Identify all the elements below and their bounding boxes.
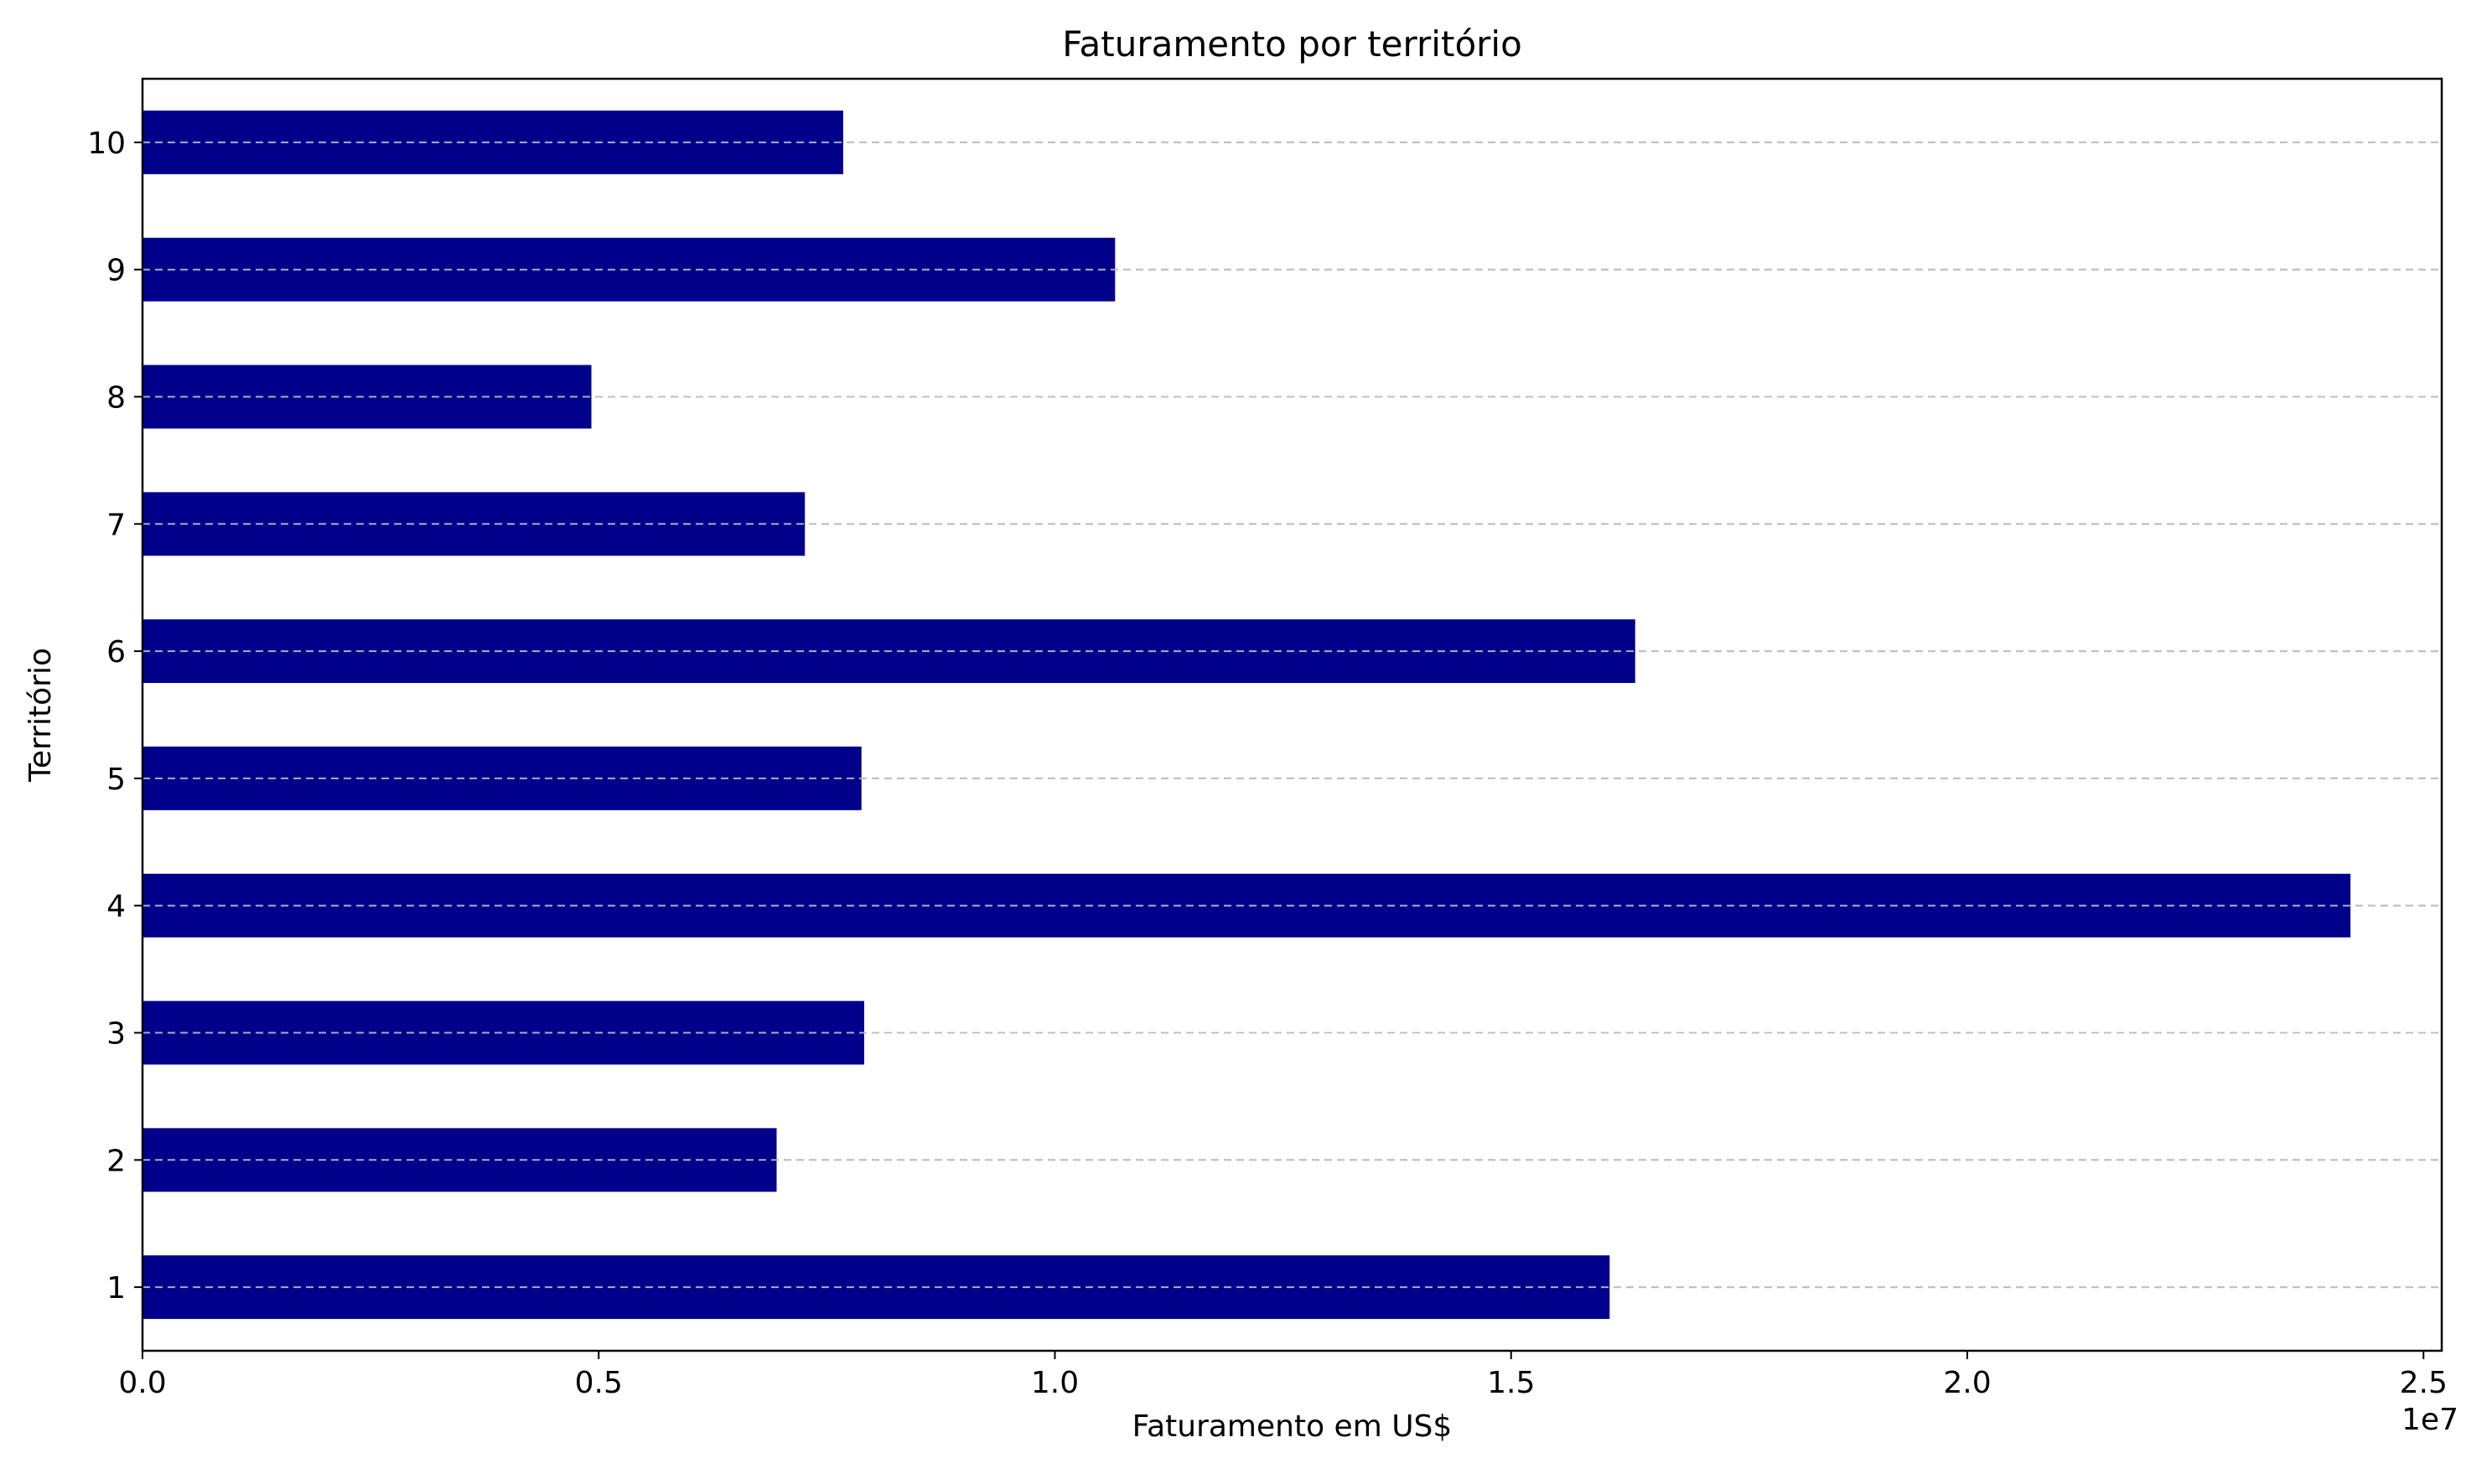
y-tick-label: 9 [106,254,126,288]
x-tick-label: 2.0 [1943,1366,1991,1400]
y-tick-label: 4 [106,890,126,924]
x-tick-label: 0.5 [575,1366,623,1400]
y-axis-label: Território [23,648,58,783]
y-tick-label: 8 [106,381,126,416]
bar-territory-9 [142,237,1116,302]
y-tick-label: 7 [106,508,126,542]
y-tick-label: 10 [87,127,126,161]
y-tick-label: 2 [106,1144,126,1178]
plot-frame [141,77,2443,1352]
y-tick-label: 5 [106,763,126,797]
y-axis-ticks: 1 2 3 4 5 6 7 8 9 10 [87,127,142,1306]
x-tick-label: 2.5 [2400,1366,2448,1400]
chart-title: Faturamento por território [1062,23,1522,65]
x-tick-label: 0.0 [118,1366,166,1400]
bar-territory-8 [142,365,592,429]
x-axis-label: Faturamento em US$ [1132,1409,1453,1444]
bar-territory-3 [142,1001,864,1065]
x-tick-label: 1.5 [1487,1366,1535,1400]
x-axis-ticks: 0.0 0.5 1.0 1.5 2.0 2.5 [118,1351,2448,1400]
y-tick-label: 3 [106,1017,126,1052]
gridlines-front [142,141,2442,1289]
x-axis-offset-label: 1e7 [2402,1403,2459,1437]
x-tick-label: 1.0 [1031,1366,1079,1400]
y-tick-label: 1 [106,1271,126,1306]
y-tick-label: 6 [106,635,126,670]
